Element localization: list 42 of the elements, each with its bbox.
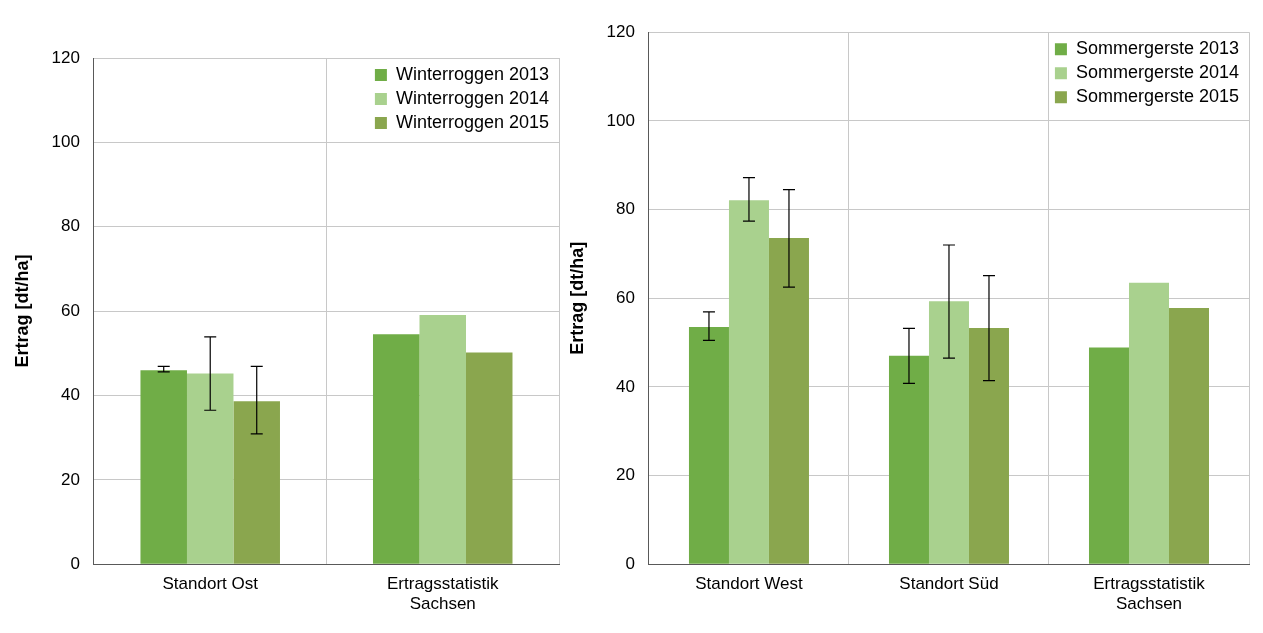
- y-tick-label: 40: [61, 385, 80, 405]
- bar: [968, 327, 1009, 564]
- y-tick-label: 80: [616, 199, 635, 219]
- y-tick-label: 0: [625, 553, 635, 573]
- x-tick-label: Standort Ost: [162, 574, 259, 594]
- x-tick-label: Ertragsstatistik Sachsen: [387, 574, 499, 614]
- bar: [465, 352, 513, 564]
- y-axis-title: Ertrag [dt/ha]: [566, 241, 587, 355]
- y-tick-label: 0: [70, 553, 80, 573]
- bar: [372, 334, 420, 564]
- bar: [233, 401, 280, 564]
- legend-label: Winterroggen 2013: [395, 63, 550, 84]
- bar: [1168, 307, 1209, 564]
- bar: [1088, 347, 1129, 564]
- bar: [419, 314, 466, 564]
- bar: [186, 373, 234, 564]
- bar: [688, 327, 729, 564]
- x-tick-label: Standort Süd: [899, 574, 999, 594]
- bar: [1128, 282, 1169, 564]
- legend-label: Sommergerste 2015: [1075, 86, 1240, 107]
- y-tick-label: 60: [616, 287, 635, 307]
- y-tick-label: 60: [61, 300, 80, 320]
- x-tick-label: Ertragsstatistik Sachsen: [1093, 574, 1206, 614]
- bar: [768, 237, 809, 564]
- legend-label: Sommergerste 2013: [1075, 38, 1240, 59]
- y-tick-label: 80: [61, 216, 80, 236]
- y-tick-label: 120: [51, 47, 80, 67]
- y-tick-label: 100: [606, 110, 635, 130]
- bar: [140, 370, 187, 564]
- y-tick-label: 20: [616, 465, 635, 485]
- legend-label: Sommergerste 2014: [1075, 62, 1240, 83]
- y-tick-label: 40: [616, 376, 635, 396]
- bar: [928, 301, 969, 564]
- y-tick-label: 100: [51, 132, 80, 152]
- x-tick-label: Standort West: [695, 574, 803, 594]
- y-axis-title: Ertrag [dt/ha]: [11, 254, 32, 368]
- y-tick-label: 20: [61, 469, 80, 489]
- bar: [888, 355, 929, 564]
- bar: [728, 200, 769, 564]
- legend-label: Winterroggen 2014: [395, 87, 550, 108]
- legend-label: Winterroggen 2015: [395, 111, 550, 132]
- y-tick-label: 120: [606, 21, 635, 41]
